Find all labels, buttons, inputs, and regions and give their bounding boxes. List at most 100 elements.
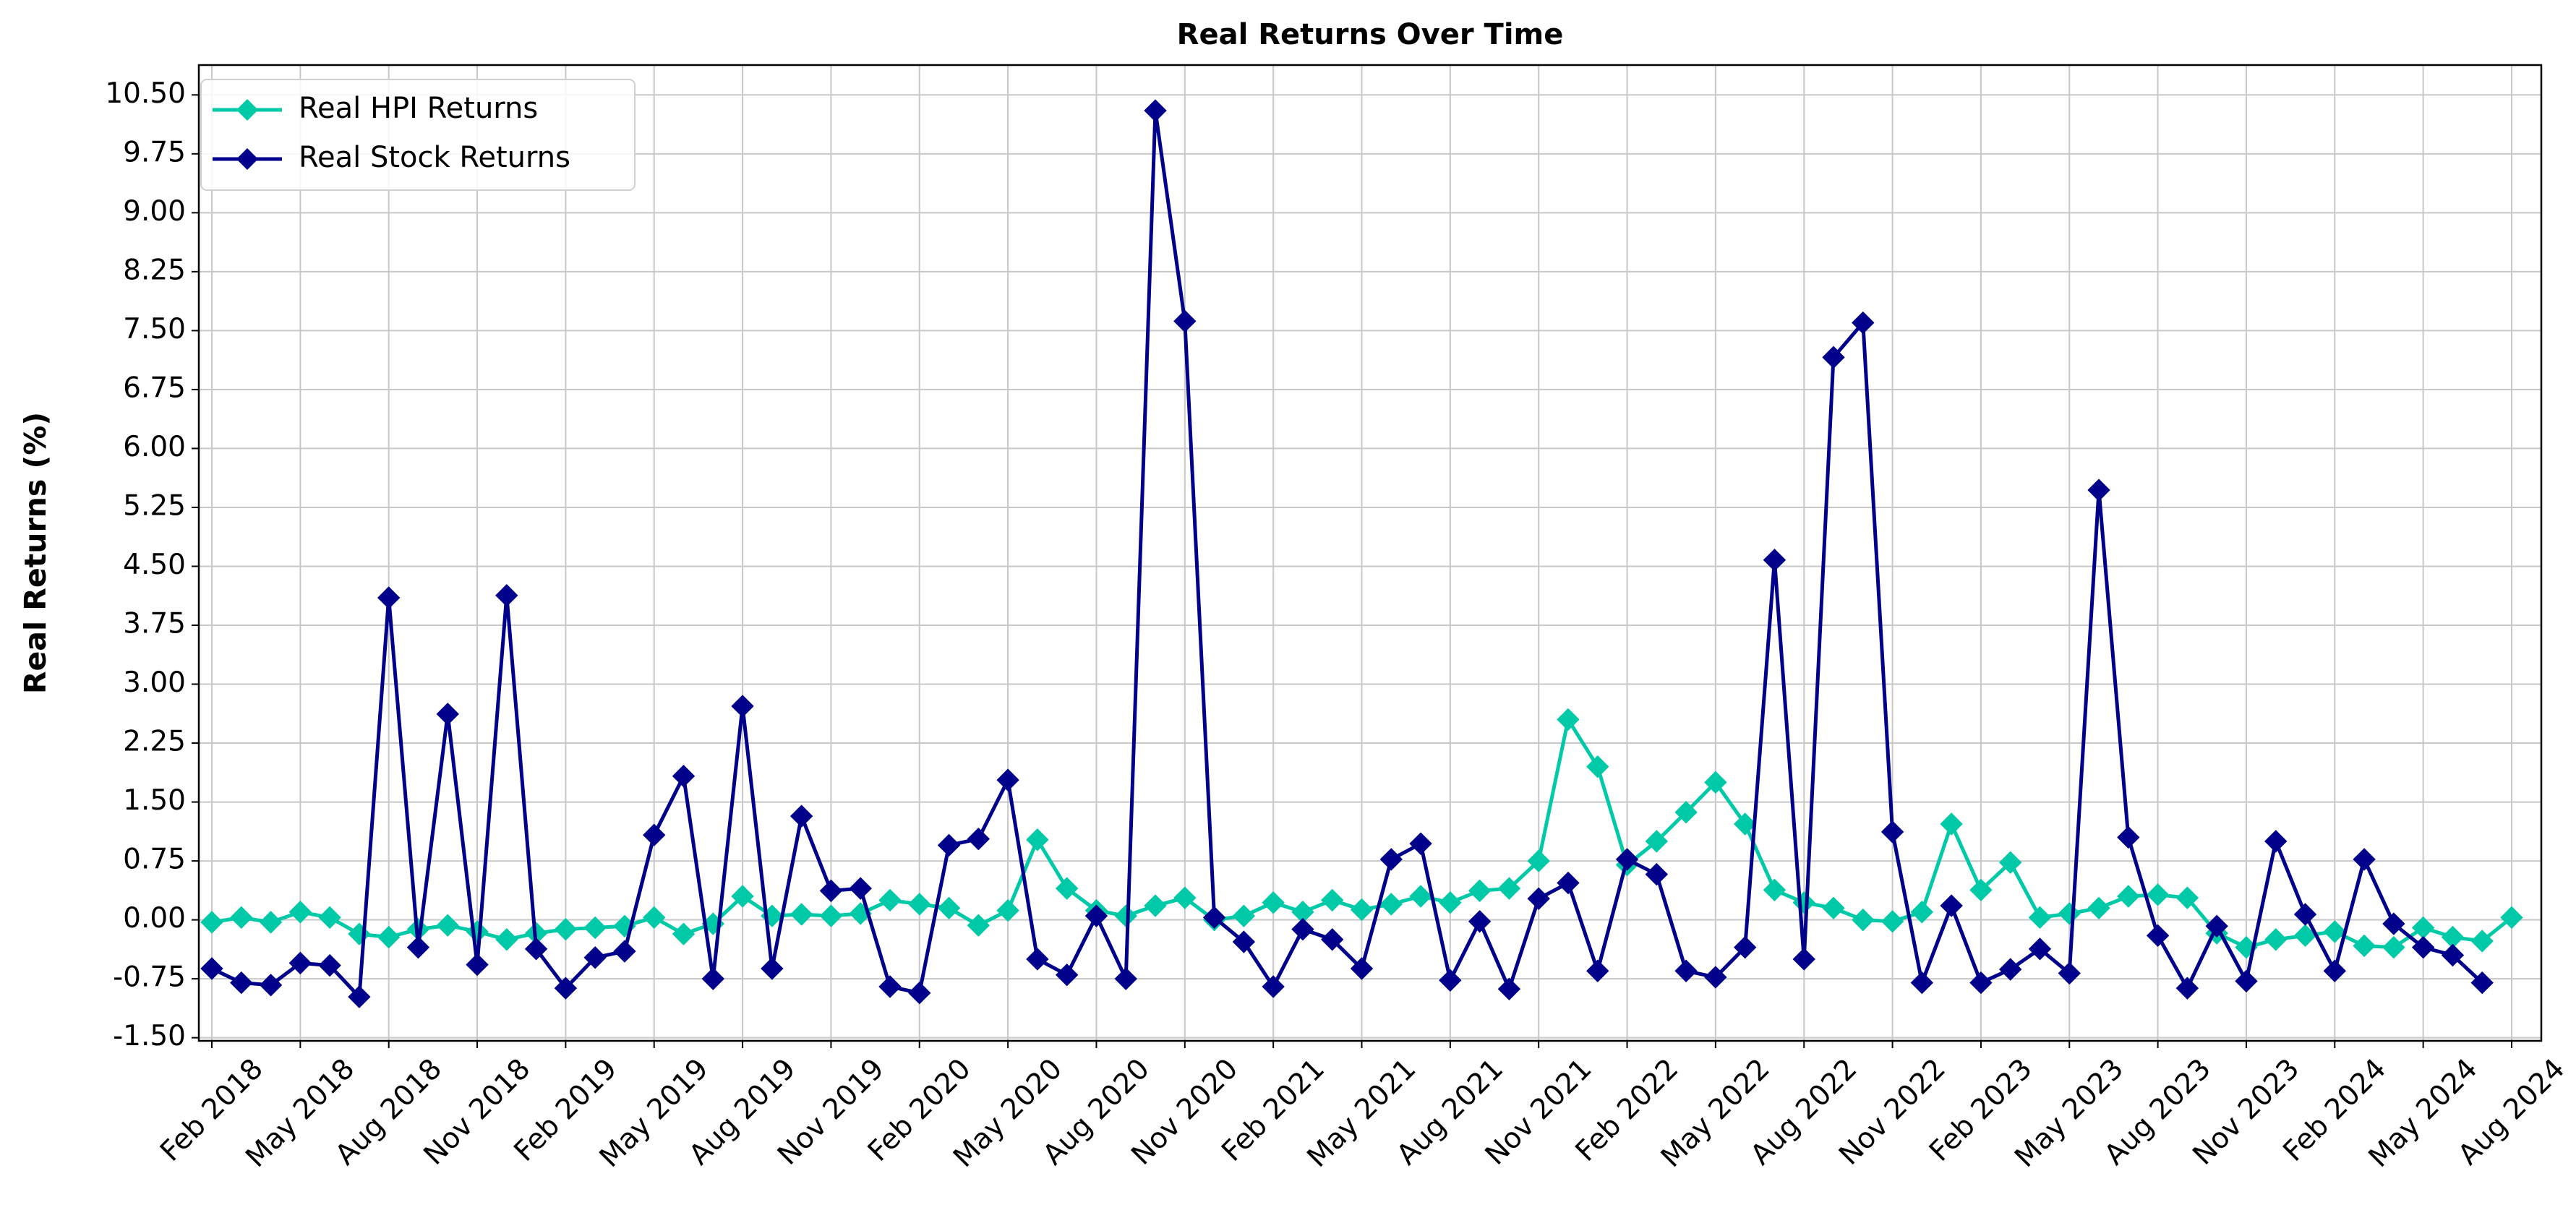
data-point: [2146, 924, 2170, 948]
data-point: [643, 823, 666, 846]
data-point: [1586, 755, 1609, 778]
y-tick-label: 2.25: [123, 726, 186, 758]
data-point: [1379, 848, 1403, 871]
data-point: [288, 901, 312, 924]
data-point: [1144, 894, 1167, 917]
data-point: [2146, 883, 2170, 906]
data-point: [2205, 914, 2228, 938]
plot-frame: [197, 64, 2543, 1042]
data-point: [731, 885, 754, 908]
data-point: [1910, 971, 1934, 995]
data-point: [2382, 935, 2405, 959]
data-point: [2470, 930, 2494, 953]
data-point: [1527, 849, 1550, 872]
data-point: [2411, 935, 2435, 959]
data-point: [2117, 885, 2140, 908]
data-point: [1409, 832, 1432, 855]
data-point: [1557, 871, 1580, 895]
data-point: [1586, 959, 1609, 982]
legend-marker: [236, 99, 258, 121]
data-point: [2028, 906, 2052, 930]
data-point: [406, 935, 430, 959]
data-point: [2353, 934, 2376, 958]
data-point: [259, 911, 283, 934]
data-point: [819, 879, 843, 903]
y-tick-label: 9.00: [123, 195, 186, 228]
data-point: [288, 951, 312, 975]
data-point: [937, 833, 961, 857]
data-point: [554, 917, 578, 941]
data-point: [554, 977, 578, 1000]
data-point: [1350, 898, 1374, 922]
data-point: [377, 925, 401, 949]
data-point: [1704, 771, 1727, 794]
legend-label: Real Stock Returns: [299, 141, 570, 174]
data-point: [1497, 877, 1521, 900]
data-point: [1940, 894, 1963, 917]
data-point: [1291, 917, 1314, 941]
data-point: [1026, 828, 1049, 851]
data-point: [2441, 943, 2465, 967]
data-point: [348, 985, 371, 1008]
data-point: [908, 981, 931, 1005]
data-point: [495, 928, 518, 951]
data-point: [1497, 977, 1521, 1000]
data-point: [1852, 311, 1875, 335]
data-point: [2470, 971, 2494, 995]
data-point: [2028, 937, 2052, 961]
data-point: [1910, 901, 1934, 924]
data-point: [1792, 948, 1815, 971]
data-point: [2058, 902, 2081, 925]
data-point: [878, 888, 902, 912]
data-point: [1674, 959, 1698, 982]
data-point: [1733, 935, 1757, 959]
data-point: [2323, 920, 2347, 943]
data-point: [1114, 967, 1137, 990]
data-point: [849, 877, 872, 900]
data-point: [1999, 851, 2022, 874]
data-point: [1439, 969, 1462, 992]
data-point: [318, 953, 341, 977]
data-point: [377, 586, 401, 609]
data-point: [1350, 957, 1374, 980]
data-point: [524, 937, 548, 961]
data-point: [1969, 878, 1993, 902]
data-point: [2500, 906, 2523, 930]
data-point: [1173, 886, 1197, 909]
data-point: [1321, 928, 1344, 951]
data-point: [1232, 930, 1256, 953]
data-point: [967, 914, 990, 937]
data-point: [230, 971, 253, 995]
data-point: [996, 768, 1019, 791]
data-point: [1645, 862, 1669, 886]
data-point: [1822, 346, 1845, 369]
y-tick-label: 6.75: [123, 372, 186, 404]
data-point: [613, 940, 636, 963]
data-point: [2382, 912, 2405, 935]
data-point: [1084, 904, 1108, 927]
data-point: [259, 974, 283, 997]
y-tick-label: 3.00: [123, 666, 186, 699]
data-point: [937, 896, 961, 920]
data-point: [1173, 309, 1197, 333]
legend-label: Real HPI Returns: [299, 92, 538, 125]
data-point: [1880, 910, 1904, 933]
data-point: [967, 827, 990, 851]
data-point: [1527, 887, 1550, 910]
y-tick-label: 0.00: [123, 902, 186, 935]
y-tick-label: 4.50: [123, 549, 186, 581]
data-point: [1880, 820, 1904, 844]
data-point: [1439, 891, 1462, 914]
data-point: [2353, 848, 2376, 871]
data-point: [436, 703, 459, 726]
data-point: [1940, 812, 1963, 836]
data-point: [790, 804, 813, 828]
data-point: [790, 903, 813, 926]
data-point: [1026, 948, 1049, 971]
y-tick-label: 0.75: [123, 844, 186, 876]
data-point: [436, 914, 459, 937]
y-tick-label: 6.00: [123, 431, 186, 463]
